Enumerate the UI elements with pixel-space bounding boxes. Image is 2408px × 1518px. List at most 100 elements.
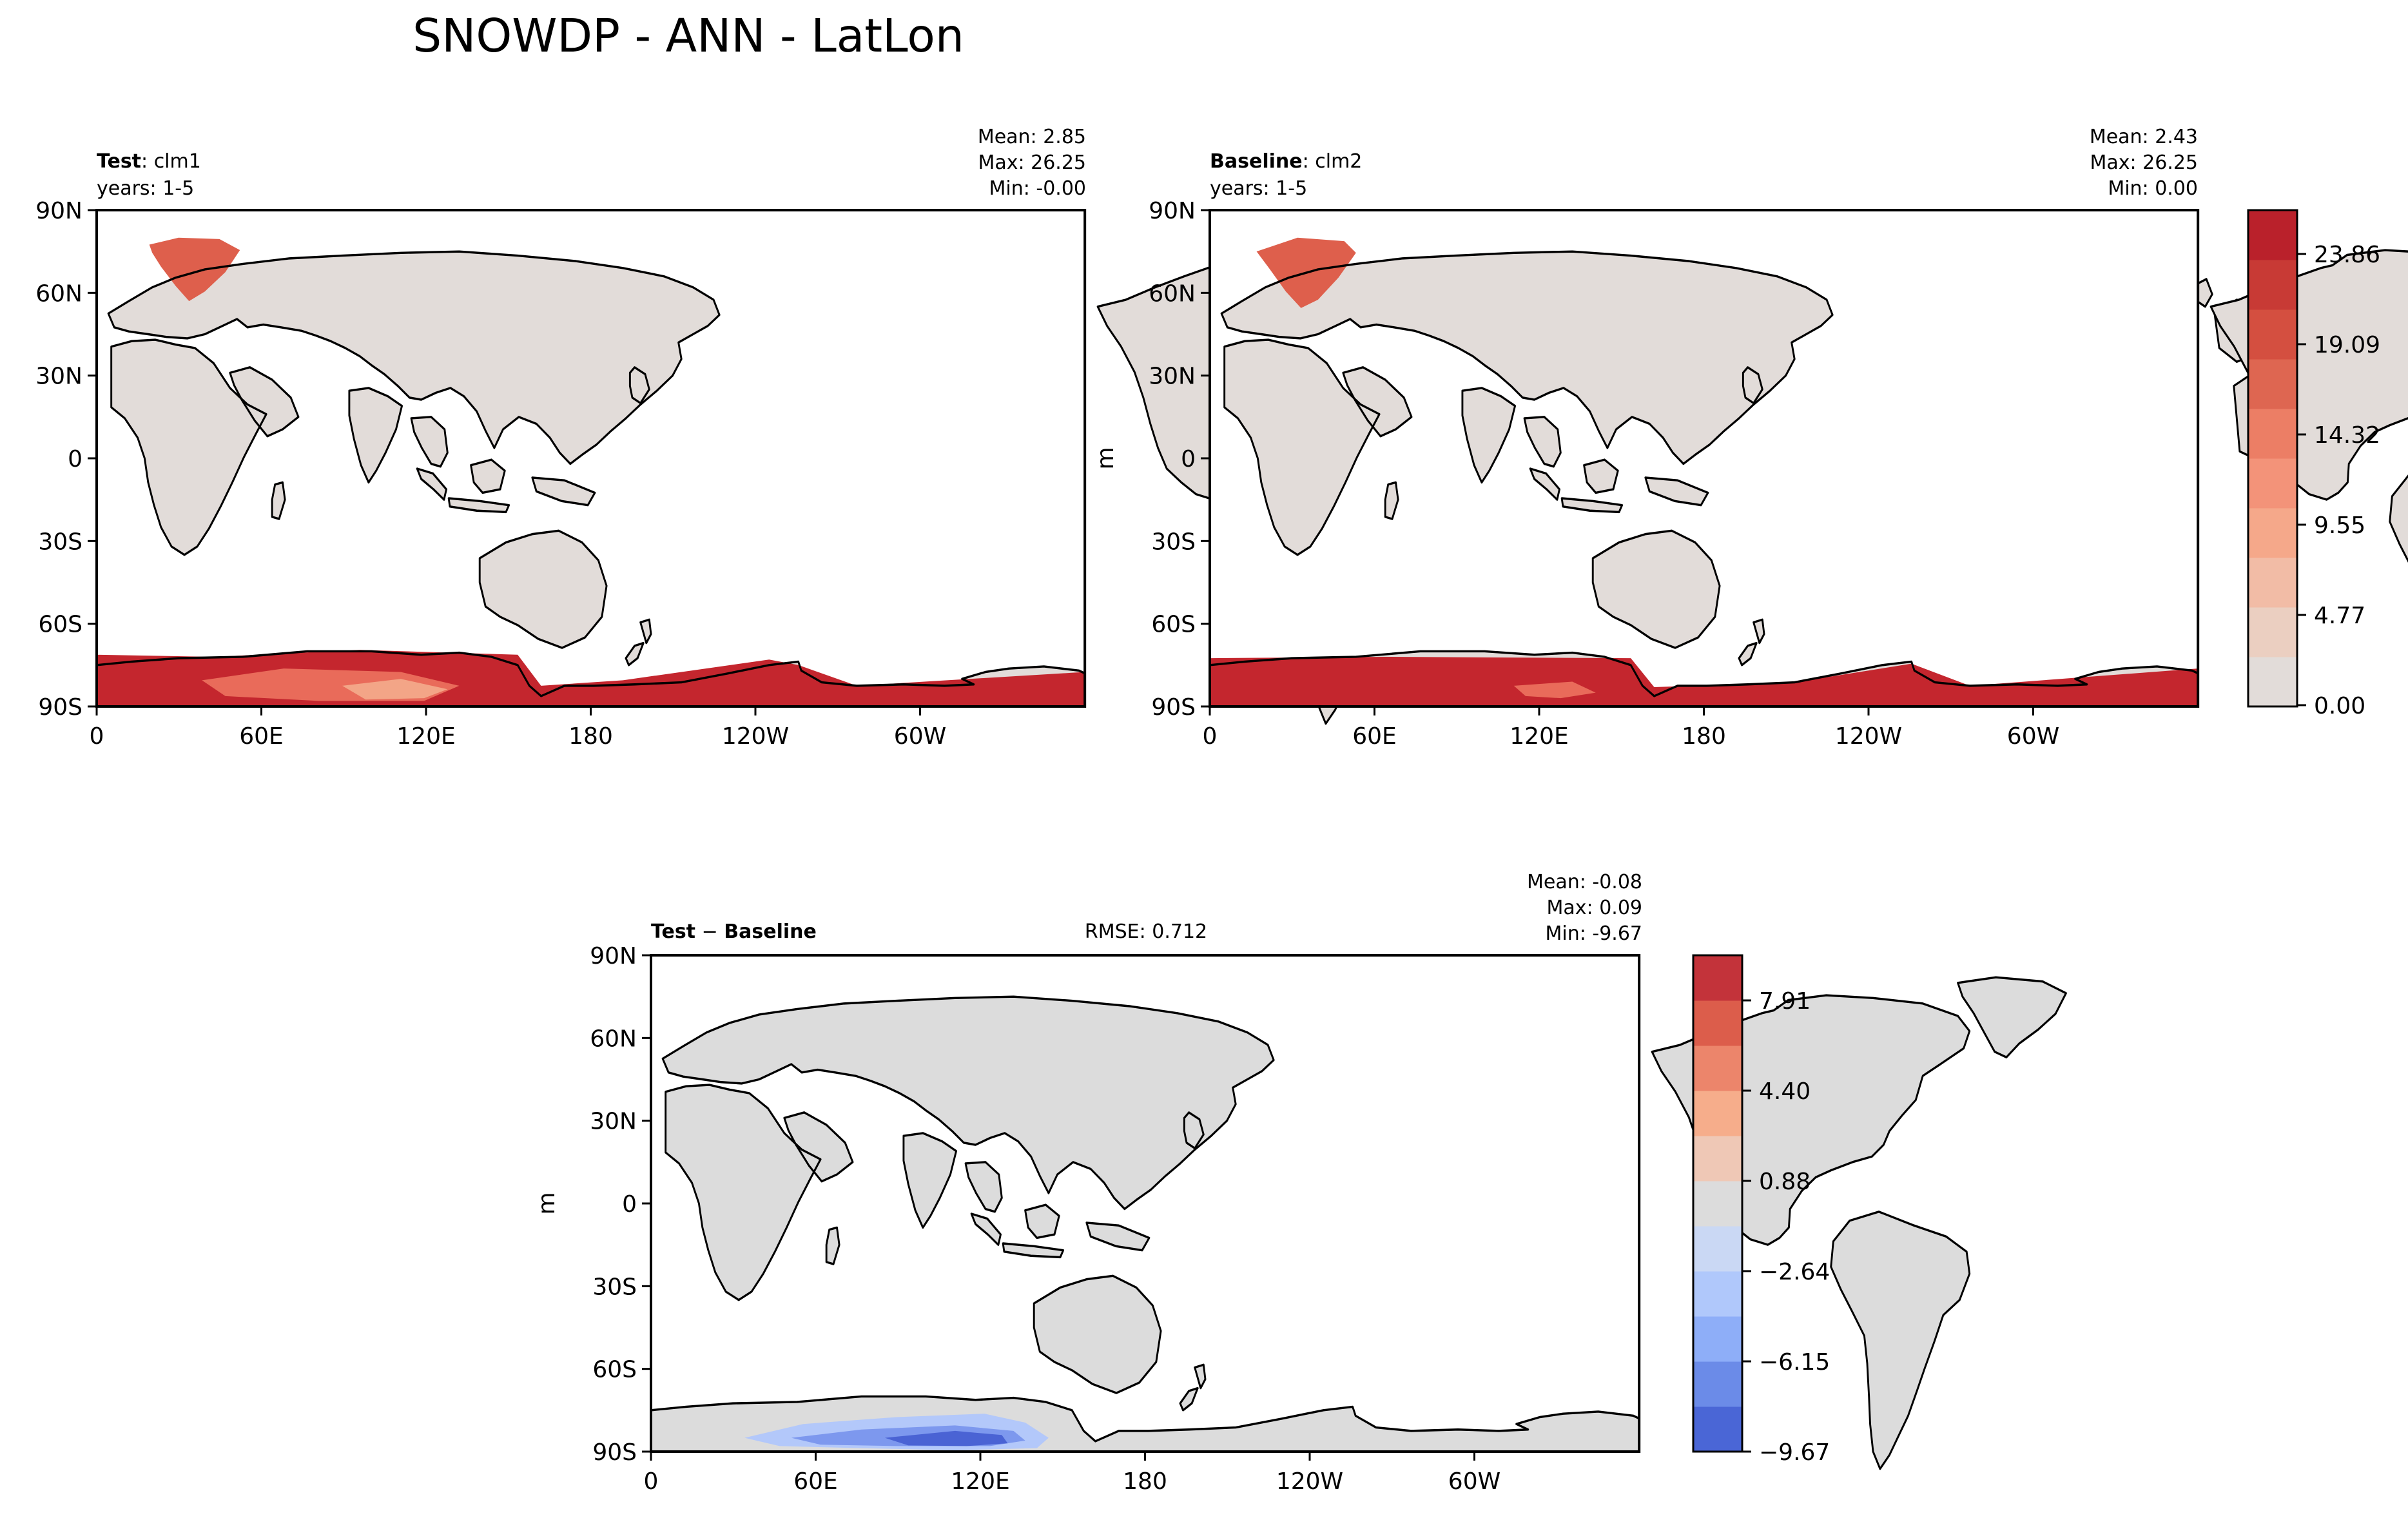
diff-mean: Mean: -0.08 bbox=[1527, 871, 1642, 893]
baseline-label-bold: Baseline bbox=[1210, 150, 1303, 173]
top-colorbar-segment bbox=[2248, 210, 2297, 260]
test-y-tick-label: 30S bbox=[38, 529, 83, 555]
diff-label-test: Test bbox=[651, 920, 695, 943]
diff-colorbar-segment bbox=[1693, 1046, 1742, 1091]
baseline-years: years: 1-5 bbox=[1210, 177, 1307, 200]
top-colorbar-segment bbox=[2248, 458, 2297, 509]
test-y-tick-label: 30N bbox=[35, 364, 83, 390]
top-colorbar-segment bbox=[2248, 260, 2297, 310]
baseline-map bbox=[1210, 210, 2408, 725]
diff-colorbar-segment bbox=[1693, 1091, 1742, 1136]
diff-min: Min: -9.67 bbox=[1546, 922, 1643, 945]
top-colorbar-segment bbox=[2248, 657, 2297, 707]
diff-x-tick-label: 120E bbox=[951, 1468, 1009, 1495]
diff-colorbar-segment bbox=[1693, 1000, 1742, 1046]
test-max: Max: 26.25 bbox=[978, 151, 1086, 174]
diff-y-tick-label: 60S bbox=[592, 1357, 637, 1383]
baseline-x-tick-label: 0 bbox=[1203, 723, 1218, 750]
diff-x-tick-label: 60E bbox=[793, 1468, 838, 1495]
top-colorbar-segment bbox=[2248, 508, 2297, 558]
baseline-max: Max: 26.25 bbox=[2090, 151, 2198, 174]
diff-colorbar-segment bbox=[1693, 955, 1742, 1001]
test-greenland-field bbox=[149, 237, 240, 302]
test-antarctica-palest bbox=[342, 679, 448, 700]
diff-colorbar-tick-label: 0.88 bbox=[1759, 1169, 1811, 1195]
diff-y-tick-label: 30S bbox=[592, 1274, 637, 1300]
baseline-panel: Baseline: clm2 years: 1-5 Mean: 2.43 Max… bbox=[1092, 126, 2408, 750]
baseline-x-tick-label: 60E bbox=[1352, 723, 1397, 750]
test-label-rest: clm1 bbox=[154, 150, 201, 173]
diff-ylabel: m bbox=[534, 1192, 560, 1214]
diff-max: Max: 0.09 bbox=[1547, 897, 1642, 919]
top-colorbar-segment bbox=[2248, 359, 2297, 409]
test-x-tick-label: 60E bbox=[239, 723, 284, 750]
baseline-y-tick-label: 30S bbox=[1151, 529, 1196, 555]
test-baseline-colorbar: 23.86 19.09 14.32 9.55 4.77 0.00 bbox=[2247, 209, 2380, 719]
diff-colorbar-segment bbox=[1693, 1181, 1742, 1227]
diff-colorbar: 7.91 4.40 0.88 −2.64 −6.15 −9.67 bbox=[1692, 954, 1830, 1466]
diff-colorbar-segment bbox=[1693, 1226, 1742, 1272]
diff-colorbar-segment bbox=[1693, 1316, 1742, 1362]
baseline-x-tick-label: 120E bbox=[1510, 723, 1568, 750]
diff-rmse: RMSE: 0.712 bbox=[1085, 920, 1207, 943]
baseline-y-tick-label: 60S bbox=[1151, 612, 1196, 638]
diff-x-tick-label: 120W bbox=[1276, 1468, 1343, 1495]
diff-x-tick-label: 0 bbox=[644, 1468, 659, 1495]
baseline-mean: Mean: 2.43 bbox=[2090, 126, 2198, 148]
baseline-label-sep: : bbox=[1303, 150, 1316, 173]
baseline-antarctica-field bbox=[1210, 656, 2199, 706]
diff-label-baseline: Baseline bbox=[724, 920, 817, 943]
diff-x-tick-label: 60W bbox=[1448, 1468, 1500, 1495]
test-x-tick-label: 60W bbox=[894, 723, 946, 750]
baseline-y-tick-label: 60N bbox=[1149, 280, 1196, 307]
diff-colorbar-segment bbox=[1693, 1406, 1742, 1452]
test-mean: Mean: 2.85 bbox=[978, 126, 1086, 148]
top-colorbar-frame bbox=[2247, 209, 2298, 708]
test-y-tick-label: 60S bbox=[38, 612, 83, 638]
diff-colorbar-tick-label: −6.15 bbox=[1759, 1349, 1830, 1376]
diff-label-sep: − bbox=[695, 920, 724, 943]
top-colorbar-tick-label: 4.77 bbox=[2314, 603, 2365, 629]
test-label: Test: clm1 bbox=[97, 150, 201, 173]
baseline-y-tick-label: 30N bbox=[1149, 364, 1196, 390]
top-colorbar-tick-label: 19.09 bbox=[2314, 332, 2380, 358]
baseline-y-tick-label: 90S bbox=[1151, 694, 1196, 721]
top-colorbar-segment bbox=[2248, 409, 2297, 459]
top-colorbar-segment bbox=[2248, 558, 2297, 608]
diff-panel: Test − Baseline RMSE: 0.712 Mean: -0.08 … bbox=[534, 871, 2408, 1495]
baseline-x-tick-label: 180 bbox=[1682, 723, 1726, 750]
baseline-y-tick-label: 0 bbox=[1181, 446, 1196, 472]
diff-y-tick-label: 90S bbox=[592, 1439, 637, 1466]
test-label-bold: Test bbox=[97, 150, 141, 173]
test-min: Min: -0.00 bbox=[989, 177, 1087, 200]
top-colorbar-tick-label: 9.55 bbox=[2314, 512, 2365, 539]
diff-y-tick-label: 60N bbox=[590, 1026, 637, 1052]
top-colorbar-segment bbox=[2248, 309, 2297, 360]
test-label-sep: : bbox=[141, 150, 154, 173]
test-y-tick-label: 90N bbox=[35, 198, 83, 224]
diff-colorbar-tick-label: 4.40 bbox=[1759, 1078, 1811, 1105]
baseline-y-tick-label: 90N bbox=[1149, 198, 1196, 224]
figure-title: SNOWDP - ANN - LatLon bbox=[413, 9, 964, 63]
diff-y-tick-label: 30N bbox=[590, 1109, 637, 1135]
test-x-tick-label: 120W bbox=[722, 723, 789, 750]
diff-axes: 0 60E 120E 180 120W 60W 90N 60N 30N 0 30S 60S 90S bbox=[590, 943, 1500, 1495]
diff-colorbar-segment bbox=[1693, 1361, 1742, 1407]
diff-colorbar-segment bbox=[1693, 1271, 1742, 1317]
test-x-tick-label: 180 bbox=[568, 723, 613, 750]
baseline-label-rest: clm2 bbox=[1315, 150, 1362, 173]
diff-colorbar-segment bbox=[1693, 1136, 1742, 1182]
test-map bbox=[97, 210, 2256, 725]
test-y-tick-label: 0 bbox=[68, 446, 83, 472]
top-colorbar-tick-label: 23.86 bbox=[2314, 242, 2380, 268]
diff-label: Test − Baseline bbox=[651, 920, 817, 943]
diff-negative-dark bbox=[884, 1430, 1008, 1446]
diff-y-tick-label: 90N bbox=[590, 943, 637, 969]
top-colorbar-tick-label: 0.00 bbox=[2314, 693, 2365, 719]
baseline-x-tick-label: 60W bbox=[2007, 723, 2059, 750]
baseline-label: Baseline: clm2 bbox=[1210, 150, 1362, 173]
diff-colorbar-tick-label: −2.64 bbox=[1759, 1259, 1830, 1285]
baseline-ylabel: m bbox=[1092, 447, 1119, 469]
test-x-tick-label: 120E bbox=[396, 723, 455, 750]
